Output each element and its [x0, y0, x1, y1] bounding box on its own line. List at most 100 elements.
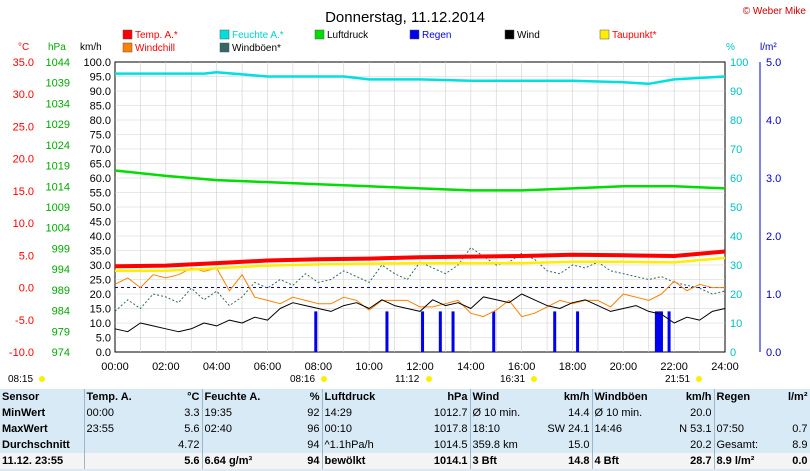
tick-label-celsius: 35.0: [13, 57, 34, 69]
tick-label-kmh: 75.0: [90, 130, 111, 142]
tick-label-time: 22:00: [660, 361, 688, 373]
stats-cell: Gesamt:: [716, 439, 759, 451]
stats-cell: 15.0: [536, 437, 593, 453]
tick-label-kmh: 40.0: [90, 231, 111, 243]
stats-cell: 94: [272, 453, 323, 469]
stats-cell: [592, 437, 658, 453]
tick-label-hpa: 1029: [46, 119, 70, 131]
stats-cell: 14:46: [594, 423, 623, 435]
legend-swatch: [219, 42, 230, 53]
unit-kmh: km/h: [80, 42, 102, 53]
stats-cell: 1014.5: [396, 437, 471, 453]
tick-label-kmh: 60.0: [90, 173, 111, 185]
stats-cell: 8.9: [774, 437, 810, 453]
tick-label-kmh: 65.0: [90, 159, 111, 171]
stats-cell: 00:00: [86, 407, 115, 419]
legend-swatch: [504, 29, 515, 40]
stats-cell: SW 24.1: [536, 421, 593, 437]
stats-row: Durchschnitt 4.72 94 ^1.1hPa/h 1014.5 359.8 k…: [0, 437, 810, 453]
stats-cell: hPa: [396, 389, 471, 405]
sun-icon: [426, 376, 432, 382]
sun-marker-label: 21:51: [665, 374, 690, 385]
tick-label-kmh: 15.0: [90, 304, 111, 316]
rain-bar: [492, 311, 496, 352]
legend-label: Regen: [422, 30, 451, 41]
tick-label-percent: 80: [730, 115, 742, 127]
stats-cell: [84, 453, 146, 469]
stats-row: Sensor Temp. A. °C Feuchte A.% Luftdruck hPa W…: [0, 389, 810, 405]
stats-cell: 28.7: [658, 453, 715, 469]
tick-label-rain: 3.0: [766, 173, 781, 185]
stats-cell: °C: [146, 389, 203, 405]
tick-label-percent: 40: [730, 231, 742, 243]
stats-row: 11.12. 23:55 5.6 6.64 g/m³ 94 bewölkt 1014.1 3…: [0, 453, 810, 469]
sun-marker-label: 08:15: [8, 374, 33, 385]
tick-label-kmh: 20.0: [90, 289, 111, 301]
tick-label-celsius: -10.0: [9, 347, 34, 359]
stats-cell: Feuchte A.: [204, 391, 261, 403]
tick-label-percent: 90: [730, 86, 742, 98]
rain-bar: [438, 311, 442, 352]
legend-label: Taupunkt*: [612, 30, 657, 41]
rain-bar: [553, 311, 557, 352]
stats-cell: ^1.1hPa/h: [324, 439, 374, 451]
tick-label-kmh: 30.0: [90, 260, 111, 272]
stats-cell: 0.0: [774, 453, 810, 469]
stats-cell: km/h: [536, 389, 593, 405]
stats-cell: 0.7: [774, 421, 810, 437]
rain-bar: [451, 311, 455, 352]
stats-cell: km/h: [658, 389, 715, 405]
stats-cell: Temp. A.: [86, 391, 132, 403]
rain-bar: [667, 311, 671, 352]
stats-table: Sensor Temp. A. °C Feuchte A.% Luftdruck hPa W…: [0, 389, 810, 469]
stats-cell: 3.3: [146, 405, 203, 421]
tick-label-kmh: 25.0: [90, 275, 111, 287]
sun-icon: [531, 376, 537, 382]
tick-label-kmh: 100.0: [83, 57, 111, 69]
tick-label-rain: 0.0: [766, 347, 781, 359]
stats-cell: %: [272, 389, 323, 405]
tick-label-time: 04:00: [203, 361, 231, 373]
tick-label-time: 24:00: [711, 361, 739, 373]
tick-label-time: 08:00: [305, 361, 333, 373]
tick-label-kmh: 55.0: [90, 188, 111, 200]
stats-cell: l/m²: [774, 389, 810, 405]
tick-label-percent: 70: [730, 144, 742, 156]
stats-cell: MinWert: [0, 405, 85, 421]
tick-label-percent: 0: [730, 347, 736, 359]
legend-label: Luftdruck: [327, 30, 369, 41]
legend-swatch: [409, 29, 420, 40]
weather-chart: Donnerstag, 11.12.2014 © Weber Mike Temp…: [8, 6, 806, 385]
tick-label-celsius: 0.0: [19, 283, 34, 295]
tick-label-hpa: 979: [52, 326, 70, 338]
stats-cell: 14.8: [536, 453, 593, 469]
tick-label-kmh: 80.0: [90, 115, 111, 127]
sun-markers: 08:15 08:16 11:12 16:31 21:51: [8, 374, 702, 385]
tick-label-kmh: 45.0: [90, 217, 111, 229]
stats-cell: bewölkt: [322, 453, 396, 469]
tick-label-hpa: 994: [52, 264, 70, 276]
tick-label-hpa: 974: [52, 347, 70, 359]
rain-bar: [314, 311, 318, 352]
tick-label-kmh: 50.0: [90, 202, 111, 214]
stats-cell: Sensor: [0, 389, 85, 405]
series-line: [115, 70, 726, 86]
tick-label-time: 16:00: [508, 361, 536, 373]
stats-cell: [714, 405, 774, 421]
tick-label-hpa: 984: [52, 306, 70, 318]
tick-label-time: 02:00: [152, 361, 180, 373]
stats-cell: 5.6: [146, 453, 203, 469]
series-line: [114, 293, 726, 333]
stats-cell: 14.4: [536, 405, 593, 421]
stats-cell: MaxWert: [0, 421, 85, 437]
tick-label-time: 14:00: [457, 361, 485, 373]
sun-icon: [696, 376, 702, 382]
stats-cell: Wind: [472, 391, 500, 403]
tick-label-celsius: 15.0: [13, 186, 34, 198]
stats-cell: [774, 405, 810, 421]
rain-bars: [314, 311, 671, 352]
stats-cell: N 53.1: [658, 421, 715, 437]
stats-cell: Durchschnitt: [0, 437, 85, 453]
series-line: [114, 169, 726, 192]
